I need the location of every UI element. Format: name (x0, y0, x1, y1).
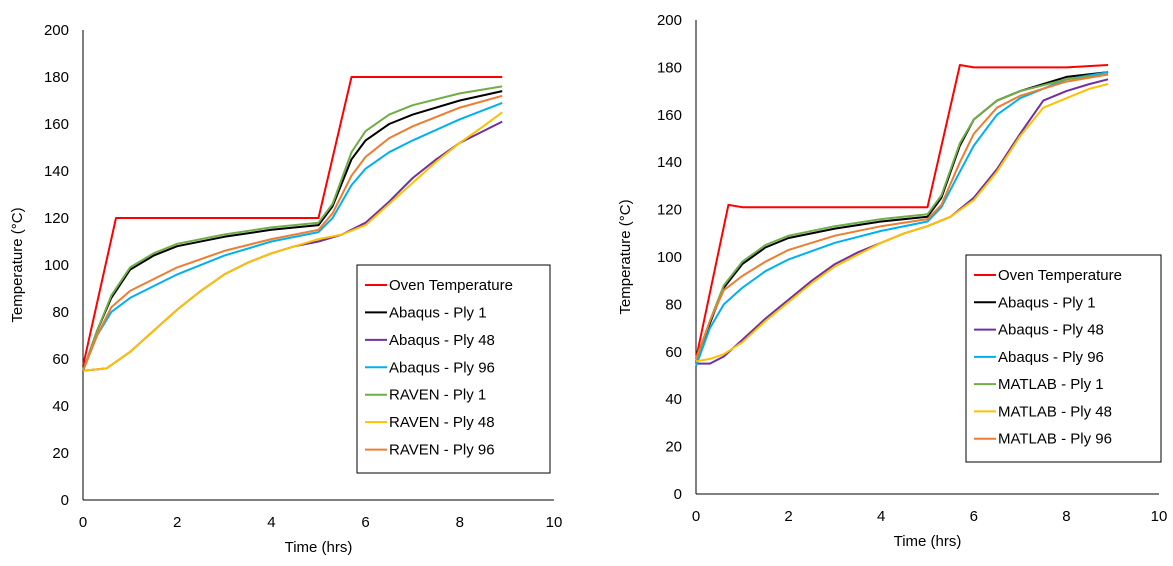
legend-label: Abaqus - Ply 48 (998, 322, 1104, 339)
legend-label: Abaqus - Ply 96 (389, 359, 495, 376)
chart-right-svg: 0 20 40 60 80 100 120 140 160 180 200 0 2 4 6 8 10 Time (… (617, 12, 1168, 550)
x-tick-label: 4 (267, 514, 275, 531)
y-axis-title: Temperature (°C) (617, 199, 634, 314)
legend-label: MATLAB - Ply 96 (998, 431, 1112, 448)
x-axis-title: Time (hrs) (285, 539, 353, 556)
y-tick-label: 180 (657, 59, 682, 76)
chart-right: 0 20 40 60 80 100 120 140 160 180 200 0 2 4 6 8 10 Time (… (600, 0, 1173, 566)
legend-label: Abaqus - Ply 1 (998, 294, 1096, 311)
y-tick-label: 80 (665, 296, 682, 313)
y-tick-label: 40 (665, 391, 682, 408)
x-tick-label: 8 (456, 514, 464, 531)
legend-label: MATLAB - Ply 48 (998, 403, 1112, 420)
x-tick-label: 10 (546, 514, 563, 531)
x-tick-label: 10 (1151, 508, 1168, 525)
legend-box (356, 264, 551, 474)
y-tick-label: 160 (44, 116, 69, 133)
legend-label: RAVEN - Ply 1 (389, 387, 486, 404)
series-line-3 (82, 101, 503, 372)
series-line-0 (695, 64, 1109, 360)
x-tick-label: 0 (692, 508, 700, 525)
y-tick-label: 200 (44, 22, 69, 39)
series-line-5 (695, 83, 1109, 363)
series-line-4 (82, 85, 503, 372)
y-tick-label: 100 (44, 257, 69, 274)
y-tick-label: 200 (657, 12, 682, 29)
x-tick-label: 6 (970, 508, 978, 525)
legend-label: Abaqus - Ply 96 (998, 349, 1104, 366)
chart-left-svg: 0 20 40 60 80 100 120 140 160 180 200 0 2 4 6 8 10 Time (… (9, 22, 563, 556)
x-tick-label: 8 (1062, 508, 1070, 525)
y-tick-label: 20 (52, 445, 69, 462)
y-tick-label: 120 (657, 202, 682, 219)
y-tick-label: 120 (44, 210, 69, 227)
x-tick-label: 4 (877, 508, 885, 525)
y-tick-label: 180 (44, 69, 69, 86)
x-tick-label: 2 (784, 508, 792, 525)
y-tick-label: 60 (665, 344, 682, 361)
y-tick-label: 40 (52, 398, 69, 415)
legend-label: RAVEN - Ply 96 (389, 442, 495, 459)
y-tick-label: 0 (674, 486, 682, 503)
legend-label: MATLAB - Ply 1 (998, 376, 1104, 393)
legend-box (965, 254, 1162, 463)
series-line-4 (695, 73, 1109, 362)
y-tick-label: 100 (657, 249, 682, 266)
y-tick-label: 0 (61, 492, 69, 509)
series-line-5 (82, 111, 503, 372)
series-line-6 (695, 73, 1109, 360)
legend-label: RAVEN - Ply 48 (389, 414, 495, 431)
x-axis-title: Time (hrs) (894, 533, 962, 550)
x-tick-label: 2 (173, 514, 181, 531)
y-tick-label: 160 (657, 107, 682, 124)
chart-left: 0 20 40 60 80 100 120 140 160 180 200 0 2 4 6 8 10 Time (… (0, 0, 575, 566)
y-tick-label: 60 (52, 351, 69, 368)
legend-label: Oven Temperature (998, 267, 1122, 284)
series-line-0 (82, 76, 503, 367)
y-tick-label: 80 (52, 304, 69, 321)
y-tick-label: 140 (657, 154, 682, 171)
x-tick-label: 6 (361, 514, 369, 531)
y-tick-label: 140 (44, 163, 69, 180)
y-axis-title: Temperature (°C) (9, 207, 26, 322)
series-line-3 (695, 71, 1109, 367)
y-tick-label: 20 (665, 439, 682, 456)
x-tick-label: 0 (79, 514, 87, 531)
legend-label: Abaqus - Ply 48 (389, 332, 495, 349)
legend-label: Oven Temperature (389, 277, 513, 294)
series-line-1 (82, 90, 503, 372)
series-line-6 (82, 94, 503, 372)
legend-label: Abaqus - Ply 1 (389, 304, 487, 321)
